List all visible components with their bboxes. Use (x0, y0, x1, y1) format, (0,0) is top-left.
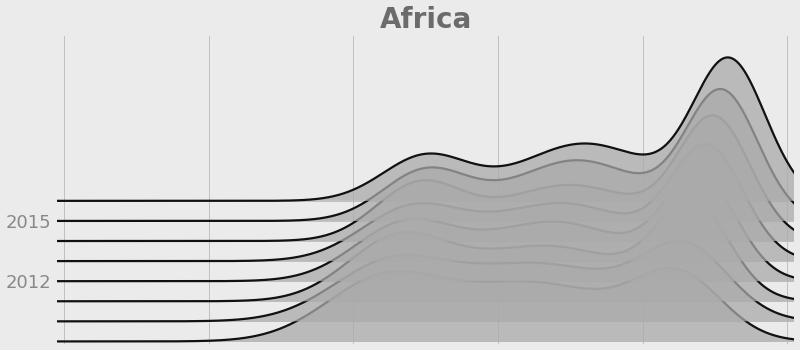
Polygon shape (50, 241, 800, 321)
Polygon shape (50, 173, 800, 281)
Polygon shape (50, 89, 800, 221)
Polygon shape (50, 199, 800, 301)
Polygon shape (50, 116, 800, 241)
Polygon shape (50, 144, 800, 261)
Title: Africa: Africa (379, 6, 472, 34)
Polygon shape (50, 57, 800, 201)
Polygon shape (50, 268, 800, 342)
